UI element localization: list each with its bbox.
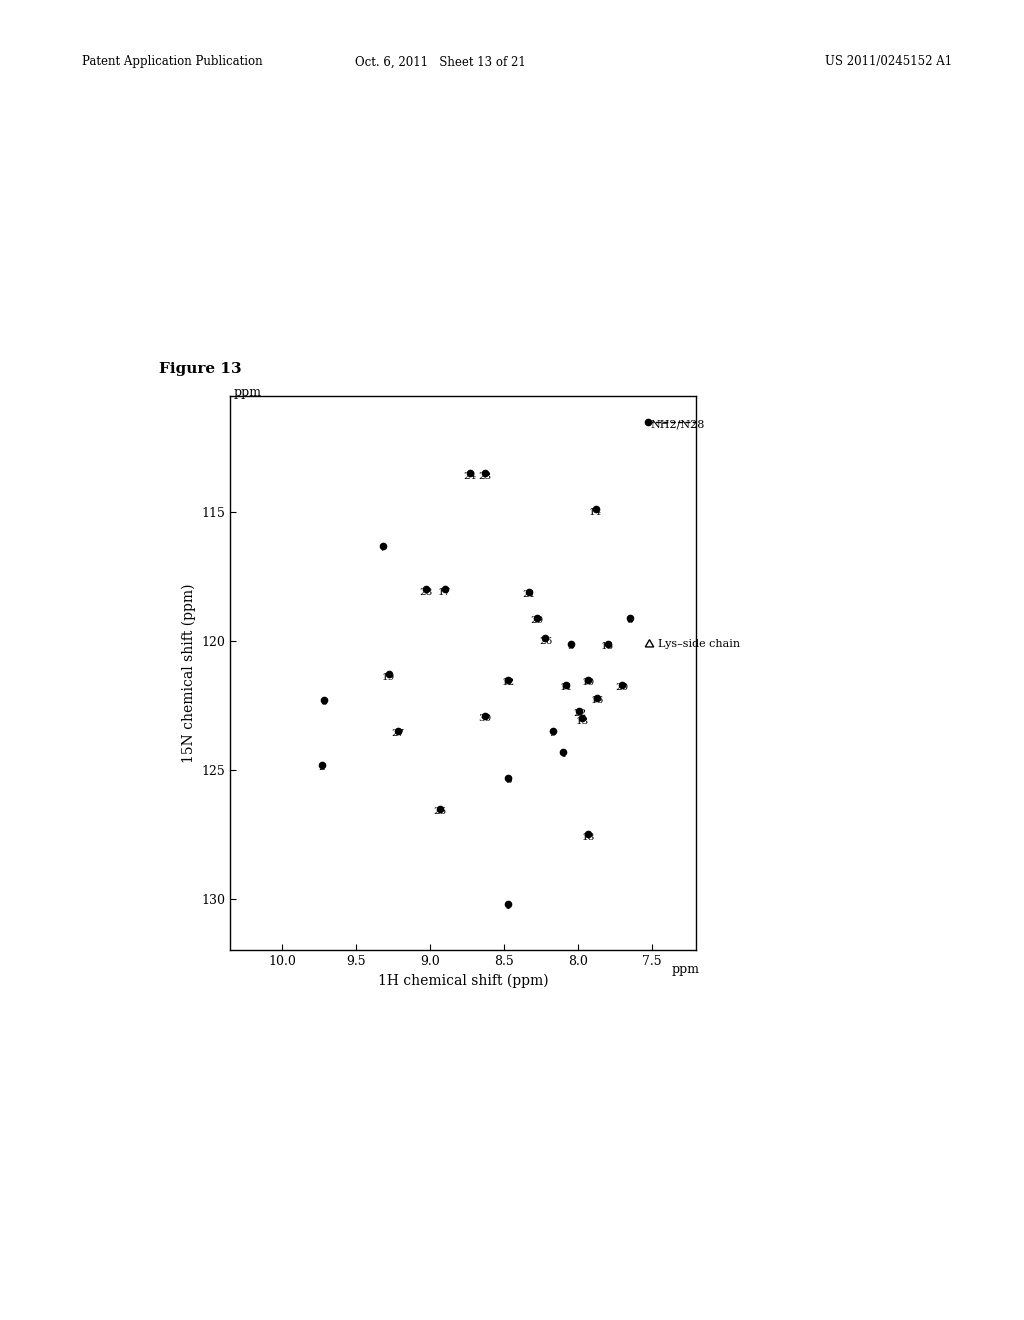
Text: Oct. 6, 2011   Sheet 13 of 21: Oct. 6, 2011 Sheet 13 of 21 <box>355 55 525 69</box>
Text: 4: 4 <box>560 750 566 759</box>
Text: 6: 6 <box>321 698 327 708</box>
Text: 28: 28 <box>419 587 432 597</box>
Text: 19: 19 <box>382 673 395 681</box>
Text: 10: 10 <box>582 678 595 686</box>
Text: 22: 22 <box>572 709 586 718</box>
Text: 30: 30 <box>478 714 492 723</box>
Text: 23: 23 <box>478 471 492 480</box>
Text: 20: 20 <box>615 682 629 692</box>
Text: 17: 17 <box>438 587 452 597</box>
Text: ppm: ppm <box>672 964 699 977</box>
Text: 25: 25 <box>434 807 447 816</box>
Text: NH2/N28: NH2/N28 <box>650 420 705 429</box>
Text: 5: 5 <box>505 776 512 785</box>
Text: 24: 24 <box>464 471 476 480</box>
Text: 27: 27 <box>391 730 404 738</box>
Text: 12: 12 <box>502 678 515 686</box>
Text: ppm: ppm <box>233 385 261 399</box>
Text: Patent Application Publication: Patent Application Publication <box>82 55 262 69</box>
Text: 13: 13 <box>575 717 589 726</box>
Text: 18: 18 <box>582 833 595 842</box>
Text: 15: 15 <box>601 642 614 651</box>
X-axis label: 1H chemical shift (ppm): 1H chemical shift (ppm) <box>378 974 549 989</box>
Text: US 2011/0245152 A1: US 2011/0245152 A1 <box>825 55 952 69</box>
Y-axis label: 15N chemical shift (ppm): 15N chemical shift (ppm) <box>181 583 196 763</box>
Text: Figure 13: Figure 13 <box>159 362 242 376</box>
Text: 2: 2 <box>318 763 326 772</box>
Text: 9: 9 <box>550 730 556 738</box>
Text: 29: 29 <box>530 616 543 624</box>
Text: 26: 26 <box>539 636 552 645</box>
Text: Lys–side chain: Lys–side chain <box>657 639 740 648</box>
Text: 21: 21 <box>522 590 536 599</box>
Text: 8: 8 <box>627 616 633 624</box>
Text: 14: 14 <box>589 508 602 516</box>
Text: 16: 16 <box>591 696 604 705</box>
Text: 7: 7 <box>380 544 386 553</box>
Text: 11: 11 <box>559 682 572 692</box>
Text: 1: 1 <box>505 902 512 911</box>
Text: 3: 3 <box>567 642 573 651</box>
